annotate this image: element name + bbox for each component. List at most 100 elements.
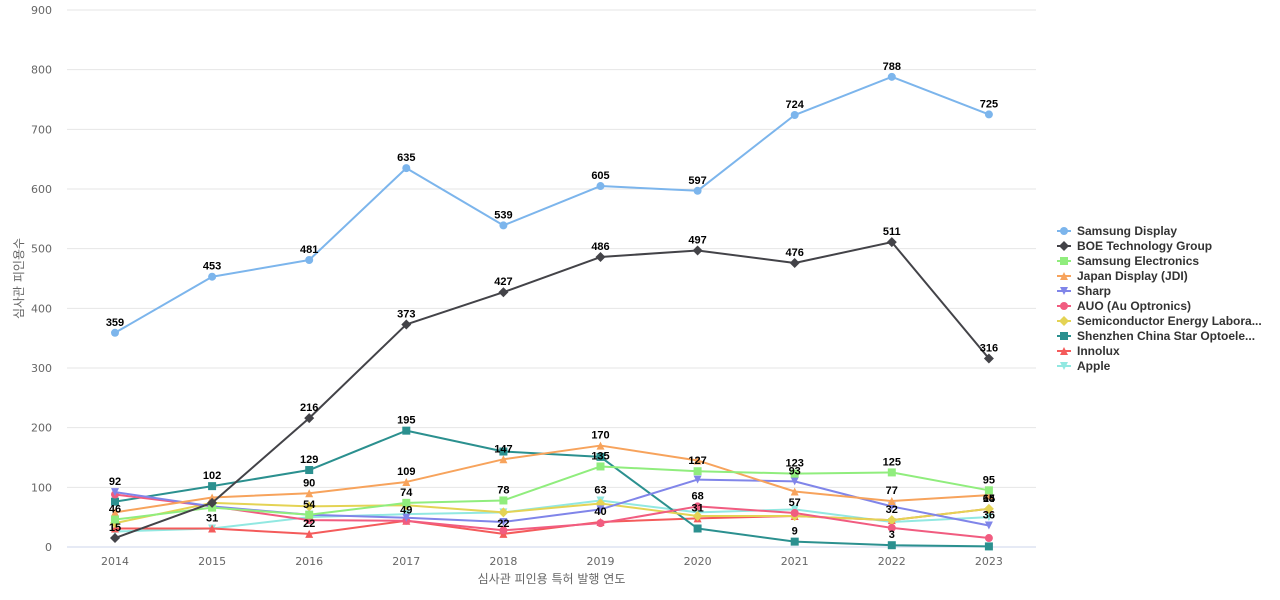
- data-point: [984, 486, 993, 495]
- data-label: 481: [300, 244, 318, 256]
- legend-label: Shenzhen China Star Optoele...: [1077, 329, 1255, 343]
- data-point: [693, 502, 702, 511]
- data-label: 49: [400, 505, 412, 517]
- x-tick-label: 2021: [781, 555, 809, 568]
- series-line: [114, 429, 989, 548]
- x-tick-label: 2017: [392, 555, 420, 568]
- data-point: [499, 221, 508, 230]
- data-label: 125: [883, 456, 901, 468]
- data-label: 147: [494, 443, 512, 455]
- y-tick-label: 400: [31, 302, 52, 315]
- data-label: 725: [980, 98, 998, 110]
- x-tick-label: 2015: [198, 555, 226, 568]
- data-point: [111, 328, 119, 337]
- data-point: [304, 413, 315, 424]
- data-label: 31: [691, 502, 703, 514]
- x-tick-label: 2014: [101, 555, 129, 568]
- data-point: [111, 488, 119, 497]
- data-point: [790, 508, 799, 517]
- legend-item: Samsung Electronics: [1057, 254, 1199, 268]
- data-point: [983, 503, 994, 514]
- legend-label: Innolux: [1077, 344, 1120, 358]
- data-label: 511: [883, 226, 901, 238]
- data-label: 605: [591, 170, 609, 182]
- legend-symbol-marker: [1060, 302, 1068, 310]
- data-point: [887, 523, 896, 532]
- data-point: [984, 513, 993, 522]
- y-tick-label: 200: [31, 422, 52, 435]
- legend-item: Innolux: [1057, 344, 1120, 358]
- data-label: 64: [983, 493, 996, 505]
- data-point: [887, 541, 896, 550]
- data-point: [790, 469, 799, 478]
- series-line: [115, 507, 990, 535]
- legend-symbol-marker: [1059, 241, 1069, 251]
- data-point: [789, 257, 800, 268]
- legend-symbol-marker: [1060, 272, 1068, 280]
- y-tick-label: 700: [31, 123, 52, 136]
- data-label: 57: [789, 497, 801, 509]
- data-point: [111, 508, 119, 517]
- data-point: [984, 491, 993, 500]
- series-line: [114, 493, 990, 540]
- x-tick-label: 2022: [878, 555, 906, 568]
- data-label: 539: [494, 209, 512, 221]
- x-tick-label: 2016: [295, 555, 323, 568]
- series-line: [114, 241, 990, 539]
- y-tick-label: 600: [31, 183, 52, 196]
- legend-label: Japan Display (JDI): [1077, 269, 1188, 283]
- data-point: [208, 272, 217, 281]
- data-point: [790, 477, 799, 486]
- data-point: [984, 521, 993, 530]
- data-label: 373: [397, 308, 415, 320]
- data-label: 22: [303, 518, 315, 530]
- data-point: [499, 447, 508, 456]
- series-line: [114, 75, 990, 334]
- data-point: [887, 468, 896, 477]
- data-label: 316: [980, 342, 998, 354]
- legend-item: AUO (Au Optronics): [1057, 299, 1191, 313]
- data-point: [984, 542, 993, 551]
- x-tick-label: 2019: [587, 555, 615, 568]
- x-tick-label: 2020: [684, 555, 712, 568]
- data-point: [596, 505, 605, 514]
- data-labels: 359 453 481 635 539 605 597 724 788 725 15 216 373 42…: [106, 61, 998, 541]
- data-point: [983, 353, 994, 364]
- series-line: [114, 444, 989, 514]
- data-label: 476: [786, 247, 804, 259]
- series-line: [114, 465, 990, 521]
- data-label: 68: [691, 490, 703, 502]
- data-point: [304, 501, 315, 512]
- data-label: 195: [397, 415, 415, 427]
- series-Samsung Display: [111, 72, 993, 337]
- data-label: 453: [203, 261, 221, 273]
- data-label: 77: [886, 485, 898, 497]
- y-tick-label: 100: [31, 481, 52, 494]
- data-point: [790, 537, 799, 546]
- data-label: 102: [203, 470, 221, 482]
- data-point: [984, 110, 993, 119]
- legend-symbol-marker: [1060, 227, 1068, 235]
- data-point: [111, 515, 119, 524]
- data-point: [208, 493, 217, 502]
- legend-label: AUO (Au Optronics): [1077, 299, 1191, 313]
- data-point: [692, 510, 703, 521]
- data-label: 32: [886, 504, 898, 516]
- data-label: 597: [688, 175, 706, 187]
- legend-symbol-marker: [1060, 362, 1068, 370]
- legend-item: Japan Display (JDI): [1057, 269, 1188, 283]
- data-label: 123: [786, 458, 804, 470]
- data-point: [305, 466, 314, 475]
- series-Japan Display (JDI): [111, 441, 993, 517]
- data-label: 90: [303, 477, 315, 489]
- legend-item: Shenzhen China Star Optoele...: [1057, 329, 1255, 343]
- data-label: 92: [109, 476, 121, 488]
- series-Semiconductor Energy Labora...: [110, 497, 994, 529]
- data-point: [595, 252, 606, 263]
- data-point: [499, 496, 508, 505]
- data-point: [887, 497, 896, 506]
- y-axis-title: 심사관 피인용수: [12, 238, 26, 319]
- data-point: [207, 497, 218, 508]
- data-point: [886, 515, 897, 526]
